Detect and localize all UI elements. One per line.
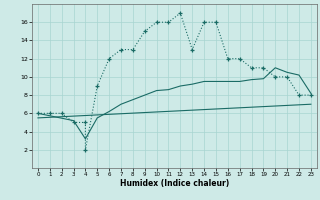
X-axis label: Humidex (Indice chaleur): Humidex (Indice chaleur) — [120, 179, 229, 188]
